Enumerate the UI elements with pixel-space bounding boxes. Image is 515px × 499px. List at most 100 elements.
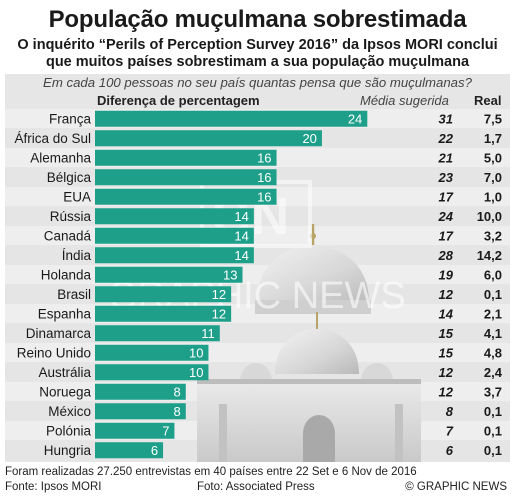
header-real: Real [474,93,502,108]
bar [95,227,254,244]
real-value: 7,5 [484,111,502,126]
real-value: 3,2 [484,228,502,243]
bar [95,110,368,127]
real-value: 0,1 [484,287,502,302]
bar-chart: França 24 31 7,5 África do Sul 20 22 1,7 Alemanh… [14,110,503,459]
bar [95,442,164,459]
suggested-value: 23 [438,170,454,185]
bar-value-label: 16 [257,150,271,165]
suggested-value: 21 [438,150,453,165]
bar-value-label: 16 [257,170,271,185]
suggested-value: 15 [439,345,454,360]
bar-value-label: 6 [151,443,158,458]
suggested-value: 22 [438,131,454,146]
bar [95,286,232,303]
country-label: EUA [63,189,91,204]
header-suggested: Média sugerida [360,93,449,108]
real-value: 14,2 [477,248,502,263]
bar-value-label: 14 [234,248,248,263]
country-label: França [49,111,92,126]
country-label: Holanda [41,267,92,282]
page-subtitle: O inquérito “Perils of Perception Survey… [17,37,498,70]
footer-note: Foram realizadas 27.250 entrevistas em 4… [5,466,417,478]
bar [95,364,209,381]
bar-value-label: 24 [348,111,362,126]
bar [95,169,277,186]
suggested-value: 12 [439,365,454,380]
real-value: 0,1 [484,443,502,458]
real-value: 3,7 [484,384,502,399]
country-label: Índia [62,248,92,263]
suggested-value: 24 [438,209,454,224]
footer-photo-credit: Foto: Associated Press [197,481,315,493]
real-value: 0,1 [484,423,502,438]
bar-value-label: 8 [174,384,181,399]
country-label: México [48,404,91,419]
real-value: 10,0 [477,209,502,224]
bar-value-label: 10 [189,345,203,360]
suggested-value: 28 [438,248,454,263]
bar [95,305,232,322]
suggested-value: 15 [439,326,454,341]
country-label: África do Sul [14,131,91,146]
suggested-value: 17 [439,189,454,204]
real-value: 1,7 [484,131,502,146]
suggested-value: 6 [446,443,454,458]
footer-source: Fonte: Ipsos MORI [5,481,102,493]
country-label: Dinamarca [26,326,92,341]
country-label: Austrália [38,365,91,380]
bar-value-label: 14 [234,228,248,243]
country-label: Canadá [44,228,92,243]
bar-value-label: 10 [189,365,203,380]
country-label: Bélgica [47,170,92,185]
bar [95,422,175,439]
bar-value-label: 16 [257,189,271,204]
bar [95,344,209,361]
country-label: Hungria [44,443,92,458]
bar-value-label: 14 [234,209,248,224]
real-value: 7,0 [484,170,502,185]
bar-value-label: 7 [162,423,169,438]
bar-value-label: 11 [201,326,215,341]
real-value: 6,0 [484,267,502,282]
bar [95,325,220,342]
suggested-value: 12 [439,384,454,399]
chart-question: Em cada 100 pessoas no seu país quantas … [43,75,472,90]
bar [95,188,277,205]
bar-value-label: 13 [223,267,237,282]
real-value: 2,4 [484,365,503,380]
country-label: Espanha [38,306,92,321]
real-value: 5,0 [484,150,502,165]
suggested-value: 7 [446,423,454,438]
bar [95,247,254,264]
bar [95,403,186,420]
bar [95,208,254,225]
bar [95,383,186,400]
real-value: 2,1 [484,306,502,321]
country-label: Noruega [39,384,91,399]
bar-value-label: 12 [212,287,226,302]
suggested-value: 31 [439,111,453,126]
real-value: 4,8 [484,345,502,360]
bar [95,130,322,147]
header-difference: Diferença de percentagem [97,93,260,108]
suggested-value: 17 [439,228,454,243]
bar [95,266,243,283]
bar-value-label: 8 [174,404,181,419]
bar-value-label: 20 [302,131,316,146]
country-label: Brasil [57,287,91,302]
suggested-value: 19 [439,267,454,282]
bar [95,149,277,166]
page-title: População muçulmana sobrestimada [48,6,467,33]
chart-panel: Em cada 100 pessoas no seu país quantas … [5,74,510,462]
suggested-value: 14 [439,306,454,321]
footer-brand: © GRAPHIC NEWS [405,481,507,493]
real-value: 0,1 [484,404,502,419]
country-label: Rússia [50,209,92,224]
suggested-value: 12 [439,287,454,302]
real-value: 4,1 [484,326,502,341]
country-label: Alemanha [30,150,91,165]
suggested-value: 8 [446,404,454,419]
real-value: 1,0 [484,189,502,204]
bar-value-label: 12 [212,306,226,321]
